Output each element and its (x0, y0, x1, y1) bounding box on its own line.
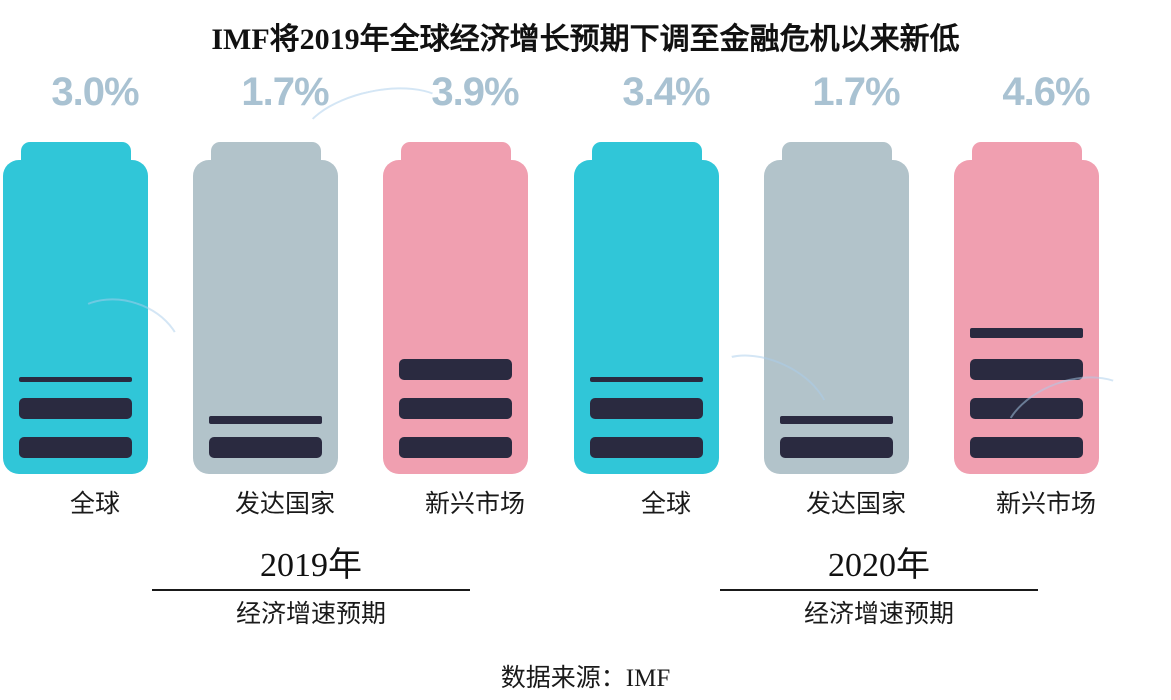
battery-segment (970, 437, 1083, 458)
bar-group-2019-advanced[interactable]: 1.7% 发达国家 (190, 62, 380, 532)
group-divider (152, 589, 470, 592)
battery-body (954, 160, 1099, 474)
bar-value-label: 3.4% (622, 70, 710, 114)
battery-segment (209, 416, 322, 424)
bar-group-2020-global[interactable]: 3.4% 全球 (571, 62, 761, 532)
bar-value-label: 4.6% (1002, 70, 1090, 114)
battery-body (764, 160, 909, 474)
battery-segment (590, 377, 703, 382)
battery-segment (590, 398, 703, 419)
bar-category-label: 全球 (640, 491, 691, 518)
battery-segment (399, 398, 512, 419)
group-year-label: 2019年 (260, 547, 362, 584)
battery-segment (19, 398, 132, 419)
battery-segment (780, 416, 893, 424)
bar-category-label: 发达国家 (234, 491, 335, 518)
battery-segment (970, 328, 1083, 338)
battery-icon (574, 142, 719, 474)
bar-value-label: 3.9% (431, 70, 519, 114)
battery-icon (3, 142, 148, 474)
group-subtitle-label: 经济增速预期 (235, 601, 386, 629)
bar-category-label: 全球 (69, 491, 120, 518)
battery-icon (954, 142, 1099, 474)
battery-segment (209, 437, 322, 458)
bar-category-label: 新兴市场 (424, 491, 525, 518)
battery-segment (590, 437, 703, 458)
battery-body (3, 160, 148, 474)
group-divider (720, 589, 1038, 592)
bar-value-label: 3.0% (51, 70, 139, 114)
battery-segment (399, 437, 512, 458)
battery-icon (764, 142, 909, 474)
bar-category-label: 新兴市场 (995, 491, 1096, 518)
bar-group-2019-emerging[interactable]: 3.9% 新兴市场 (380, 62, 570, 532)
bar-group-2019-global[interactable]: 3.0% 全球 (0, 62, 190, 532)
battery-body (574, 160, 719, 474)
bar-category-label: 发达国家 (805, 491, 906, 518)
group-year-label: 2020年 (828, 547, 930, 584)
bar-value-label: 1.7% (812, 70, 900, 114)
group-subtitle-label: 经济增速预期 (803, 601, 954, 629)
page-title: IMF将2019年全球经济增长预期下调至金融危机以来新低 (211, 23, 960, 56)
battery-icon (193, 142, 338, 474)
battery-segment (970, 359, 1083, 380)
battery-segment (399, 359, 512, 380)
battery-segment (780, 437, 893, 458)
source-label: 数据来源：IMF (500, 665, 671, 692)
group-footer-2020: 2020年 经济增速预期 (714, 546, 1044, 630)
bar-group-2020-advanced[interactable]: 1.7% 发达国家 (761, 62, 951, 532)
group-footer-2019: 2019年 经济增速预期 (146, 546, 476, 630)
battery-segment (19, 437, 132, 458)
chart-plot-area: 3.0% 全球 1.7% 发达国家 3.9% (0, 62, 1171, 532)
bar-group-2020-emerging[interactable]: 4.6% 新兴市场 (951, 62, 1141, 532)
battery-body (193, 160, 338, 474)
battery-icon (383, 142, 528, 474)
battery-body (383, 160, 528, 474)
bar-value-label: 1.7% (241, 70, 329, 114)
battery-segment (19, 377, 132, 382)
battery-segment (970, 398, 1083, 419)
